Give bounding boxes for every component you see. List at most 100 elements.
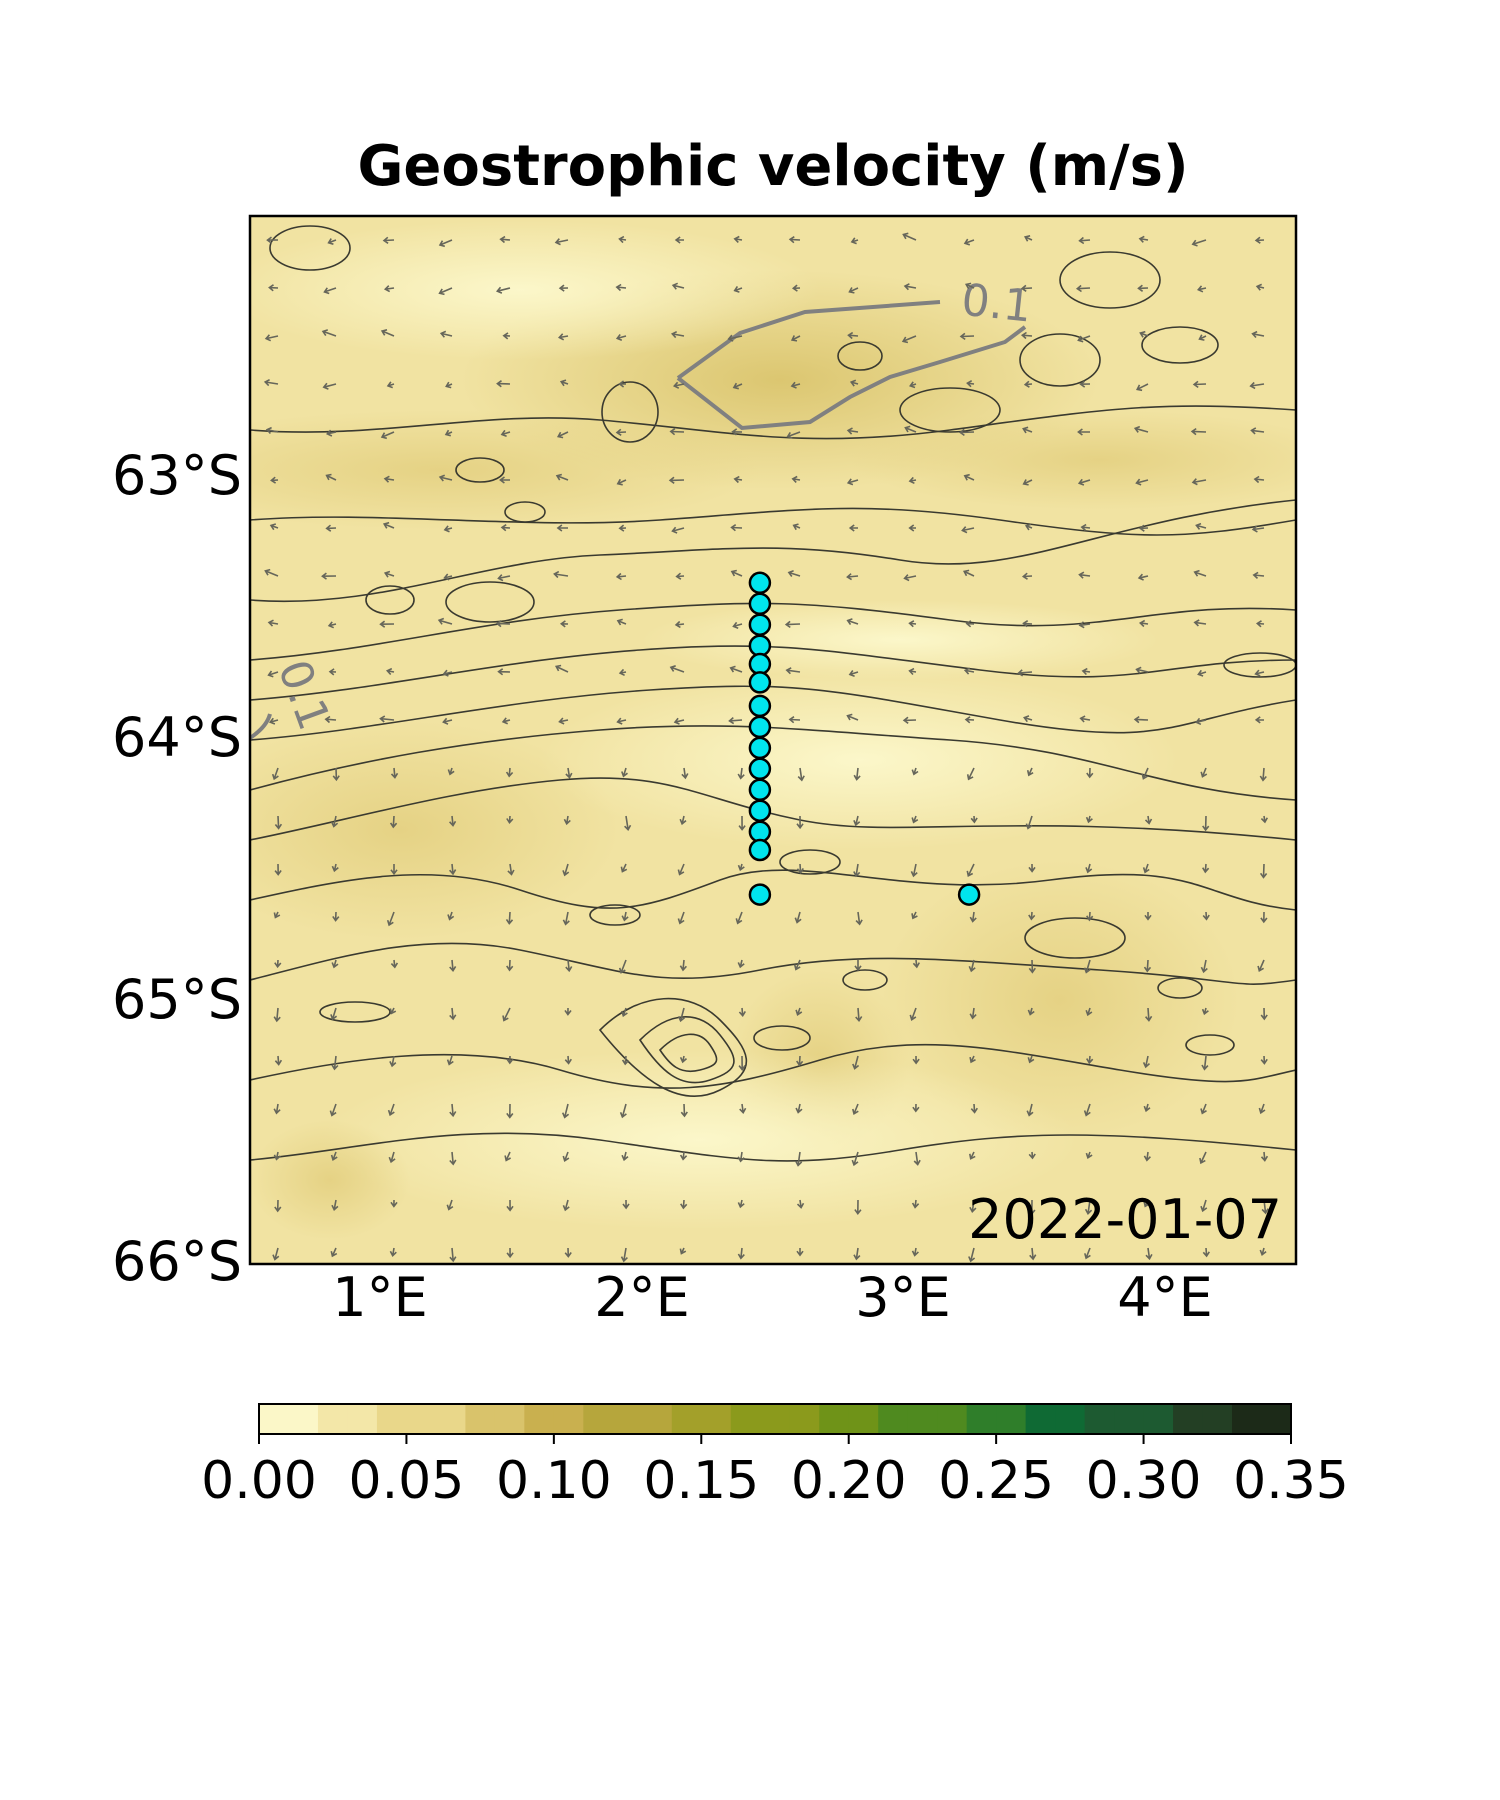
colorbar-ticks: 0.00 0.05 0.10 0.15 0.20 0.25 0.30 0.35 (201, 1434, 1349, 1511)
velocity-arrow (619, 1103, 627, 1119)
velocity-arrow (1022, 620, 1033, 628)
velocity-arrow (1022, 426, 1033, 434)
velocity-arrow (1135, 383, 1149, 392)
velocity-arrow (680, 1103, 688, 1118)
velocity-arrow (446, 1199, 454, 1211)
velocity-arrow (621, 1007, 628, 1018)
velocity-arrow (389, 815, 398, 829)
velocity-arrow (669, 428, 685, 436)
velocity-arrow (438, 474, 453, 482)
velocity-arrow (268, 284, 279, 292)
velocity-arrow (679, 1055, 688, 1064)
velocity-arrow (1084, 1199, 1093, 1216)
velocity-arrow (852, 1055, 860, 1070)
velocity-arrow (909, 1007, 917, 1021)
velocity-arrow (438, 239, 453, 248)
velocity-arrow (733, 475, 743, 484)
colorbar-segment (1025, 1404, 1056, 1434)
velocity-arrow (445, 381, 453, 389)
velocity-arrow (446, 1055, 454, 1066)
station-markers (748, 571, 981, 906)
velocity-arrow (1190, 427, 1207, 436)
velocity-arrow (559, 620, 569, 628)
colorbar-segment (878, 1404, 909, 1434)
velocity-arrow (853, 863, 861, 878)
colorbar-segment (1055, 1404, 1086, 1434)
velocity-arrow (1075, 284, 1091, 293)
velocity-arrow (728, 716, 743, 725)
velocity-arrow (911, 1199, 920, 1209)
velocity-arrow (616, 618, 627, 626)
velocity-arrow (556, 431, 569, 439)
velocity-arrow (556, 524, 568, 532)
velocity-arrow (970, 815, 978, 824)
velocity-arrow (266, 236, 279, 244)
velocity-arrow (913, 1151, 921, 1166)
velocity-arrow (1260, 1007, 1268, 1021)
velocity-arrow (737, 1247, 745, 1260)
velocity-arrow (903, 283, 917, 291)
velocity-arrow (382, 521, 395, 529)
colorbar-segment (288, 1404, 319, 1434)
station-marker (748, 838, 772, 862)
velocity-arrow (1017, 669, 1033, 677)
colorbar-segment (347, 1404, 378, 1434)
velocity-arrow (506, 1199, 514, 1212)
velocity-arrow (1260, 1151, 1269, 1162)
velocity-arrow (330, 1007, 338, 1021)
velocity-arrow (679, 1247, 687, 1255)
colorbar-segment (259, 1404, 290, 1434)
velocity-arrow (449, 1007, 457, 1021)
y-tick-label: 64°S (112, 706, 242, 769)
velocity-arrow (497, 668, 511, 676)
velocity-arrow (968, 959, 976, 973)
velocity-arrow (1023, 235, 1033, 242)
velocity-arrow (274, 1199, 282, 1213)
velocity-arrow (1077, 478, 1091, 486)
y-tick-label: 65°S (112, 968, 242, 1031)
colorbar-tick-label: 0.00 (201, 1451, 317, 1511)
velocity-arrow (681, 767, 689, 780)
velocity-arrow (733, 285, 743, 293)
velocity-arrow (1195, 717, 1207, 726)
velocity-arrow (389, 1055, 397, 1068)
velocity-arrow (1260, 911, 1268, 924)
velocity-arrow (908, 667, 917, 676)
velocity-arrow (969, 1199, 977, 1214)
station-marker (748, 571, 772, 595)
velocity-arrow (437, 617, 453, 625)
velocity-arrow (390, 864, 398, 876)
velocity-arrow (791, 475, 801, 483)
velocity-arrow (273, 911, 281, 919)
colorbar-segment (1114, 1404, 1145, 1434)
velocity-arrow (797, 767, 805, 782)
velocity-arrow (386, 381, 395, 389)
velocity-arrows (263, 232, 1269, 1263)
velocity-arrow (1257, 959, 1265, 973)
velocity-arrow (1137, 573, 1149, 581)
velocity-arrow (499, 476, 510, 484)
velocity-arrow (846, 478, 859, 486)
velocity-arrow (848, 287, 859, 294)
velocity-arrow (390, 1199, 398, 1208)
velocity-arrow (962, 569, 975, 577)
x-tick-label: 4°E (1117, 1266, 1212, 1329)
velocity-arrow (1086, 911, 1094, 922)
velocity-arrow (786, 431, 801, 439)
velocity-arrow (270, 476, 279, 484)
velocity-arrow (442, 669, 453, 677)
velocity-arrow (965, 620, 975, 628)
velocity-arrow (848, 670, 859, 677)
colorbar-segment (671, 1404, 702, 1434)
velocity-arrow (1081, 667, 1091, 676)
velocity-arrow (324, 715, 337, 724)
velocity-arrow (1021, 572, 1033, 580)
colorbar-segment (907, 1404, 938, 1434)
velocity-arrow (443, 573, 453, 581)
velocity-arrow (325, 429, 337, 437)
velocity-arrow (621, 767, 628, 778)
velocity-arrow (1020, 284, 1033, 292)
colorbar-segment (494, 1404, 525, 1434)
velocity-arrow (271, 767, 279, 781)
velocity-arrow (1200, 1199, 1208, 1213)
